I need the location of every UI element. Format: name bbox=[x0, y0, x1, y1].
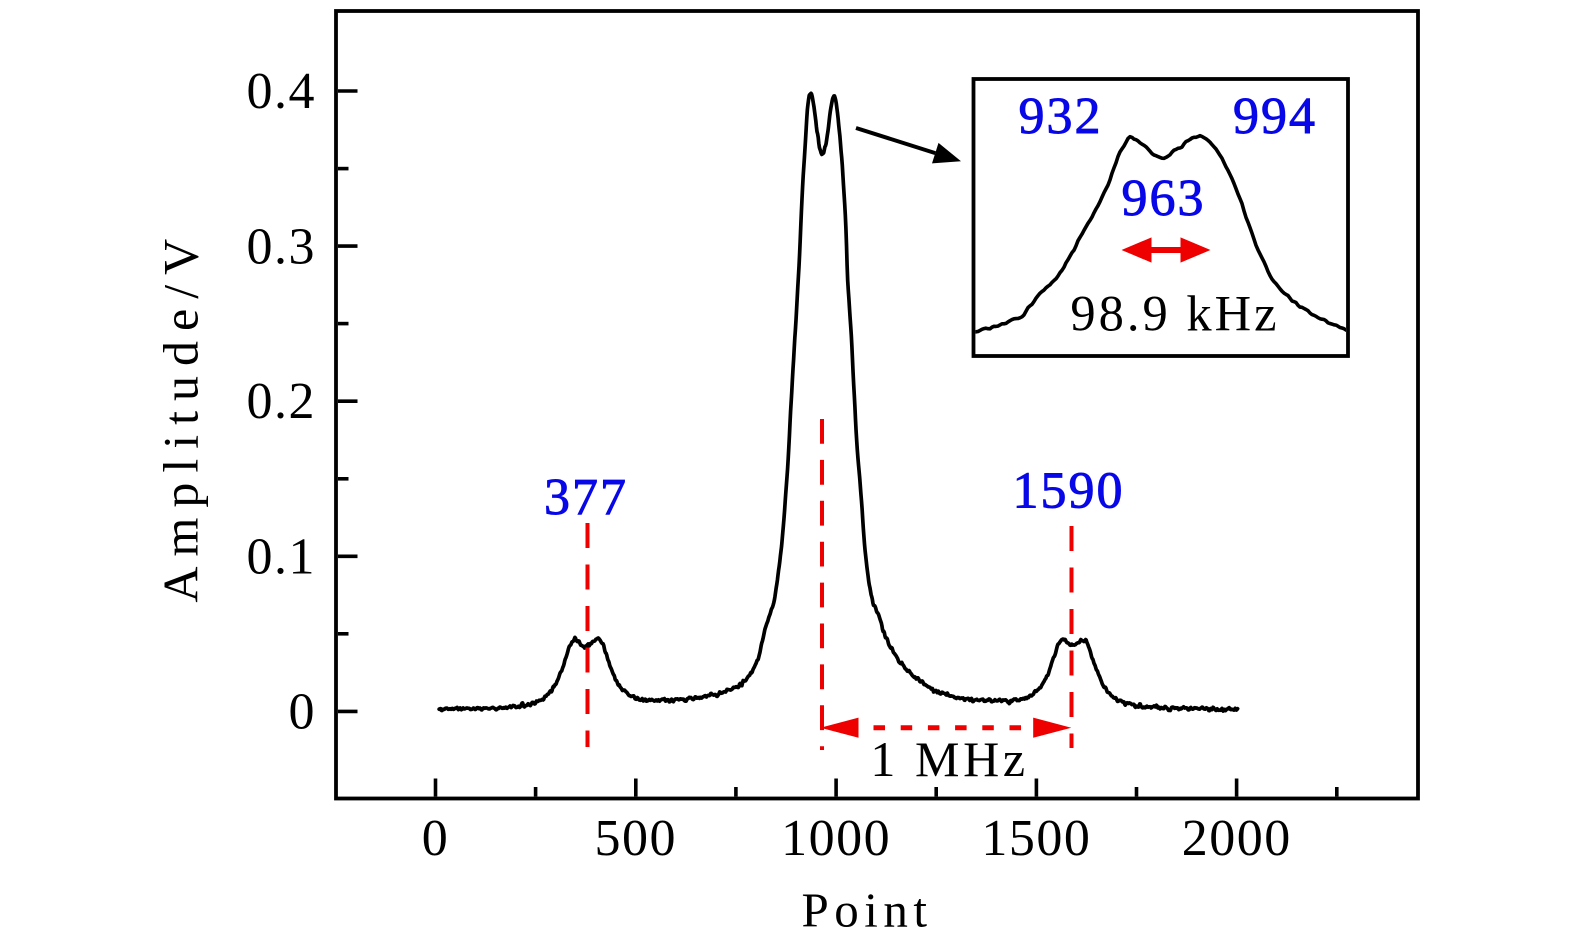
svg-text:963: 963 bbox=[1122, 170, 1206, 227]
svg-text:1000: 1000 bbox=[781, 810, 891, 867]
svg-text:0.4: 0.4 bbox=[247, 63, 317, 120]
svg-text:1590: 1590 bbox=[1013, 463, 1125, 520]
svg-text:0.2: 0.2 bbox=[247, 373, 317, 430]
svg-text:1500: 1500 bbox=[981, 810, 1091, 867]
svg-text:0: 0 bbox=[422, 810, 450, 867]
svg-text:994: 994 bbox=[1233, 88, 1317, 145]
svg-text:Amplitude/V: Amplitude/V bbox=[153, 229, 209, 603]
svg-text:2000: 2000 bbox=[1182, 810, 1292, 867]
svg-text:0.3: 0.3 bbox=[247, 218, 317, 275]
svg-text:0: 0 bbox=[289, 683, 317, 740]
svg-text:377: 377 bbox=[544, 469, 628, 526]
svg-text:1 MHz: 1 MHz bbox=[870, 731, 1028, 787]
svg-text:Point: Point bbox=[802, 883, 933, 938]
svg-text:0.1: 0.1 bbox=[247, 529, 317, 586]
svg-text:98.9 kHz: 98.9 kHz bbox=[1070, 286, 1279, 342]
svg-text:500: 500 bbox=[595, 810, 678, 867]
svg-text:932: 932 bbox=[1019, 88, 1103, 145]
